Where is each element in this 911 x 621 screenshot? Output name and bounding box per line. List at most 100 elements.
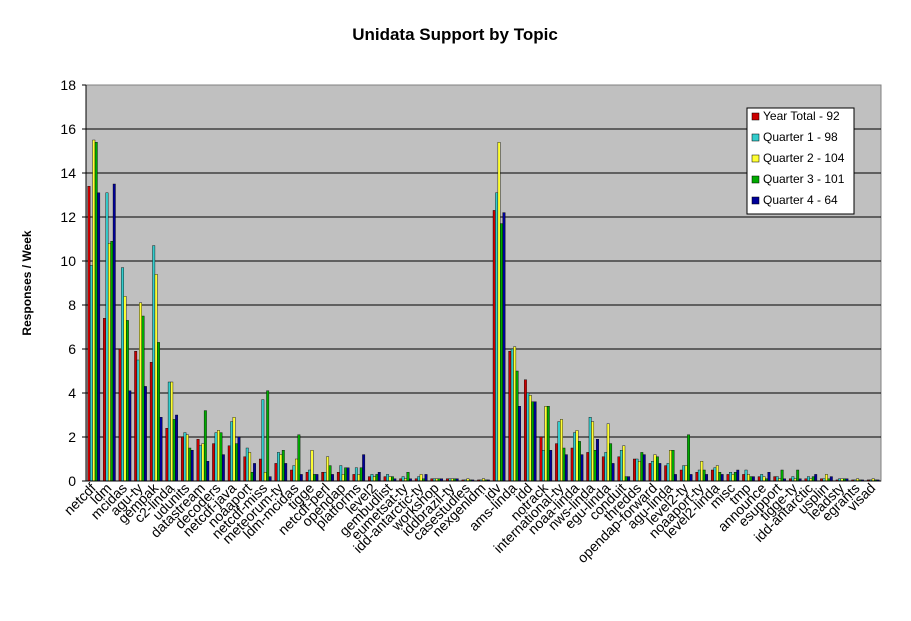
legend-swatch [751,133,760,142]
bar [346,467,350,482]
bar [118,348,122,482]
bar [372,476,376,482]
bar [711,469,714,482]
bar [575,430,579,482]
bar [315,474,319,482]
bar [97,192,101,482]
bar [573,432,577,482]
bar [780,469,784,482]
bar [593,450,597,482]
bar [424,474,428,482]
bar [230,421,234,482]
x-axis-categories: netcdfldmmcidasagu-tygempakc2-lindauduni… [61,479,879,566]
bar [268,476,272,482]
bar [243,456,247,482]
bar [323,472,327,482]
bar [564,454,568,482]
bar [92,139,96,482]
y-axis-ticks: 0 2 4 6 8 10 12 14 16 18 [60,77,881,489]
legend-box [746,107,855,215]
bar [497,141,501,482]
bar [718,472,722,482]
bar [258,458,262,482]
bar [669,450,672,482]
bar [760,474,764,482]
bar [305,472,309,482]
bar [653,454,657,482]
bar [495,192,499,482]
bar [767,472,771,482]
bar [263,472,267,482]
bar [588,417,592,482]
bar [747,474,750,482]
bar [245,447,249,482]
bar [682,465,686,482]
bar [297,434,301,482]
bar [557,421,561,482]
bar [751,476,755,482]
bar [94,141,98,482]
bar [406,472,410,482]
bar [775,476,779,482]
bar [354,467,358,482]
bar [515,370,519,482]
bar [684,465,688,482]
bar [591,421,595,482]
bar [290,469,293,482]
chart-title: Unidata Support by Topic [352,25,558,44]
bar [528,395,532,482]
bar [697,469,701,482]
bar [562,447,566,482]
bar [284,463,288,482]
bar [331,474,334,482]
bar [624,476,628,482]
bar [253,463,256,482]
bar [518,406,521,482]
bar [713,467,717,482]
bar [359,467,363,482]
bar [829,476,833,482]
bar [401,476,405,482]
bar [313,474,316,482]
bar [165,428,169,482]
bar [362,454,366,482]
bar [152,245,156,482]
y-tick-label: 4 [68,385,76,401]
bar [811,476,815,482]
bar [666,463,670,482]
bar [308,469,312,482]
bar [196,439,200,482]
bar [733,472,737,482]
bar [341,474,345,482]
bar [390,476,394,482]
y-tick-label: 14 [60,165,76,181]
bar [513,346,517,482]
bar [212,443,216,482]
bar [123,296,127,482]
bar [502,212,506,482]
bar [295,458,298,482]
bar [417,476,421,482]
bar [570,447,574,482]
bar [533,401,537,482]
bar [580,454,584,482]
bar [328,465,332,482]
bar [336,472,340,482]
y-tick-label: 10 [60,253,76,269]
bar [796,469,800,482]
bar [352,474,356,482]
bar [762,476,766,482]
bar [658,463,662,482]
bar [791,476,795,482]
bar [637,461,641,482]
bar [601,456,605,482]
bar [175,414,179,482]
y-tick-label: 16 [60,121,76,137]
bar [500,223,503,482]
bar [526,392,530,482]
bar [266,390,270,482]
bar [814,474,818,482]
bar [705,474,709,482]
bar [689,474,693,482]
bar [206,461,210,482]
